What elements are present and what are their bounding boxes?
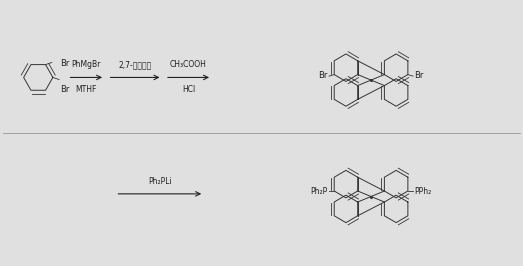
Text: Br: Br bbox=[60, 59, 70, 68]
Text: PPh₂: PPh₂ bbox=[414, 186, 431, 196]
Text: HCl: HCl bbox=[182, 85, 195, 94]
Text: Br: Br bbox=[319, 71, 328, 80]
Text: PhMgBr: PhMgBr bbox=[72, 60, 101, 69]
Text: MTHF: MTHF bbox=[75, 85, 97, 94]
Text: 2,7-二渴赛酰: 2,7-二渴赛酰 bbox=[118, 60, 151, 69]
Text: CH₃COOH: CH₃COOH bbox=[170, 60, 207, 69]
Text: Br: Br bbox=[414, 71, 424, 80]
Text: Ph₂PLi: Ph₂PLi bbox=[148, 177, 172, 186]
Text: Br: Br bbox=[60, 85, 70, 94]
Text: Ph₂P: Ph₂P bbox=[311, 186, 328, 196]
